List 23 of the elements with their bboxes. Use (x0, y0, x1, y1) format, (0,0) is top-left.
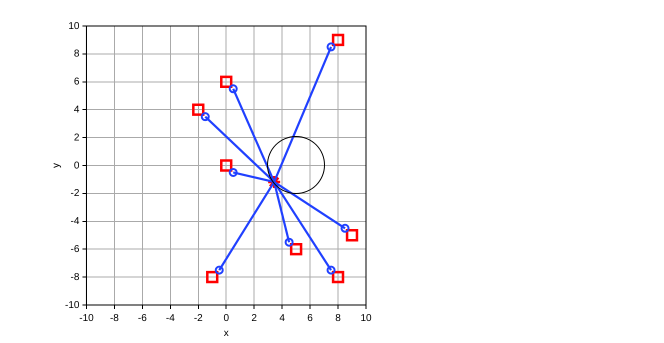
y-tick-label: 2 (74, 132, 80, 144)
y-tick-label: -4 (70, 216, 80, 228)
y-tick-label: 8 (74, 48, 80, 60)
y-tick-label: -10 (65, 300, 80, 311)
y-tick-label: 6 (74, 76, 80, 88)
x-tick-label: 2 (251, 312, 258, 324)
y-axis-title: y (50, 163, 62, 168)
x-tick-label: -2 (194, 312, 204, 324)
y-tick-label: 0 (74, 160, 80, 172)
y-tick-label: -6 (70, 244, 80, 255)
x-tick-label: -8 (110, 312, 120, 324)
x-tick-label: -4 (166, 312, 176, 324)
x-tick-label: 4 (279, 312, 286, 324)
x-tick-label: 8 (335, 312, 342, 324)
x-tick-label: 10 (360, 312, 372, 324)
x-tick-label: -6 (138, 312, 148, 324)
y-tick-label: 10 (68, 20, 80, 32)
y-tick-label: 4 (74, 104, 80, 116)
y-tick-label: -8 (70, 272, 80, 283)
x-tick-label: 0 (223, 312, 230, 324)
x-axis-title: x (224, 328, 229, 339)
y-tick-label: -2 (70, 188, 80, 200)
x-tick-label: 6 (307, 312, 314, 324)
